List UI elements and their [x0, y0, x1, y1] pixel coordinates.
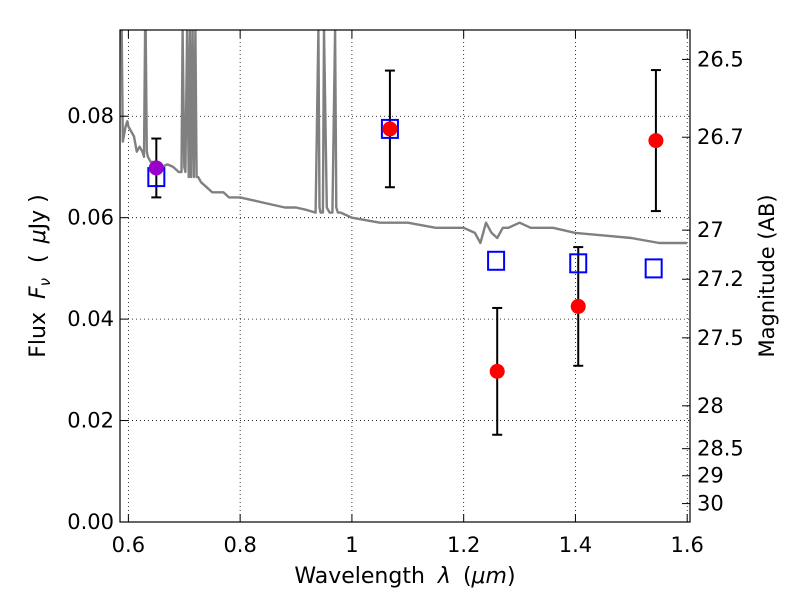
data-point [382, 121, 398, 137]
model-square [569, 253, 588, 274]
x-axis-label-symbol: λ [437, 564, 451, 589]
y-axis-label: Flux Fν ( μJy ) [26, 194, 56, 357]
model-square [644, 258, 663, 279]
x-tick-label: 1 [345, 533, 358, 557]
right-tick-label: 30 [697, 492, 724, 516]
y-axis-label-text: Flux [26, 312, 51, 358]
y-axis-label-unit-rest: Jy ) [26, 194, 51, 231]
x-tick-label: 1.4 [559, 533, 592, 557]
right-tick-label: 28.5 [697, 437, 744, 461]
y-axis-label-symbol: F [26, 286, 51, 299]
x-tick-label: 1.2 [447, 533, 480, 557]
model-spectrum [120, 30, 688, 245]
y-tick-label: 0.04 [67, 307, 114, 331]
data-point [489, 363, 505, 379]
right-tick-label: 27 [697, 218, 724, 242]
y-tick-label: 0.00 [67, 510, 114, 534]
y-axis-ticks: 0.00 0.02 0.04 0.06 0.08 [67, 104, 128, 534]
grid [120, 30, 690, 522]
observed-points [148, 121, 664, 379]
x-axis-label-unit-close: ) [507, 564, 516, 589]
x-axis-label-text: Wavelength [294, 564, 425, 589]
plot-frame [119, 29, 691, 523]
x-axis-ticks: 0.6 0.8 1 1.2 1.4 1.6 [112, 30, 704, 557]
y-tick-label: 0.08 [67, 104, 114, 128]
plot-background [120, 30, 690, 522]
error-bars [151, 69, 661, 436]
data-point [570, 298, 586, 314]
y-axis-label-unit-mu: μ [26, 229, 51, 244]
x-tick-label: 0.8 [223, 533, 256, 557]
data-point [148, 160, 164, 176]
right-tick-label: 28 [697, 394, 724, 418]
right-axis-ticks: 26.5 26.7 27 27.2 27.5 28 28.5 29 30 [682, 47, 744, 516]
right-tick-label: 26.7 [697, 125, 744, 149]
spectrum-line [120, 30, 688, 245]
y-tick-label: 0.02 [67, 409, 114, 433]
right-tick-label: 26.5 [697, 47, 744, 71]
right-axis-label: Magnitude (AB) [755, 194, 779, 357]
right-tick-label: 29 [697, 464, 724, 488]
model-square [487, 250, 506, 271]
y-tick-label: 0.06 [67, 206, 114, 230]
right-tick-label: 27.2 [697, 267, 744, 291]
data-point [648, 133, 664, 149]
right-tick-label: 27.5 [697, 326, 744, 350]
y-axis-label-subscript: ν [36, 278, 54, 286]
y-axis-label-unit-open: ( [26, 254, 51, 263]
x-tick-label: 0.6 [112, 533, 145, 557]
x-axis-label: Wavelength λ (μm) [294, 564, 515, 589]
x-axis-label-unit-open: ( [463, 564, 472, 589]
model-square [380, 118, 399, 139]
x-tick-label: 1.6 [671, 533, 704, 557]
x-axis-label-unit: μm [471, 564, 507, 589]
